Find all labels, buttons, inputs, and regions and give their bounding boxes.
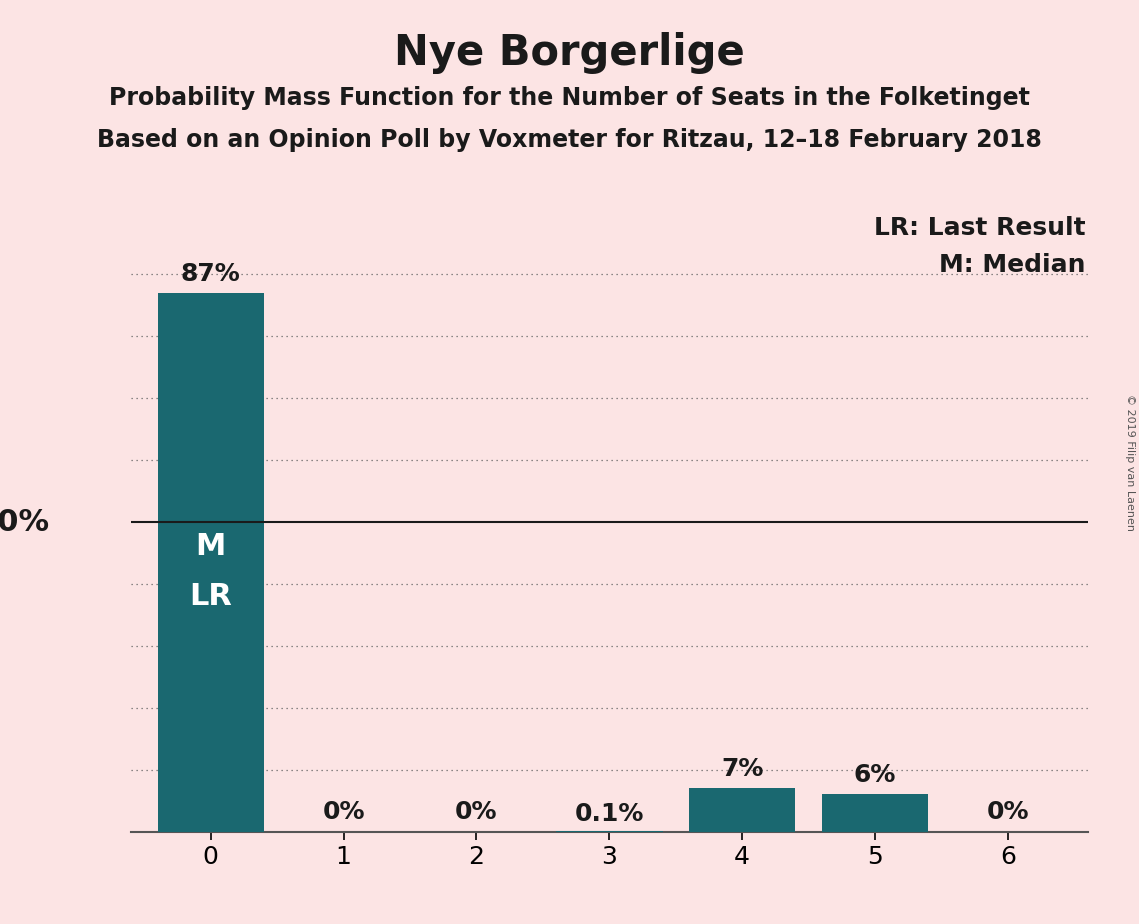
- Bar: [689, 788, 795, 832]
- Text: LR: Last Result: LR: Last Result: [875, 215, 1085, 239]
- Text: 0.1%: 0.1%: [575, 802, 644, 826]
- Text: Nye Borgerlige: Nye Borgerlige: [394, 32, 745, 74]
- Text: M: Median: M: Median: [940, 253, 1085, 277]
- Text: Based on an Opinion Poll by Voxmeter for Ritzau, 12–18 February 2018: Based on an Opinion Poll by Voxmeter for…: [97, 128, 1042, 152]
- Bar: [157, 293, 264, 832]
- Text: 87%: 87%: [181, 261, 240, 286]
- Text: M: M: [196, 532, 226, 561]
- Text: Probability Mass Function for the Number of Seats in the Folketinget: Probability Mass Function for the Number…: [109, 86, 1030, 110]
- Text: 50%: 50%: [0, 507, 50, 537]
- Text: 0%: 0%: [456, 800, 498, 824]
- Text: 0%: 0%: [986, 800, 1030, 824]
- Text: © 2019 Filip van Laenen: © 2019 Filip van Laenen: [1125, 394, 1134, 530]
- Text: LR: LR: [189, 582, 232, 611]
- Text: 0%: 0%: [322, 800, 364, 824]
- Text: 6%: 6%: [854, 763, 896, 787]
- Text: 7%: 7%: [721, 757, 763, 781]
- Bar: [822, 795, 928, 832]
